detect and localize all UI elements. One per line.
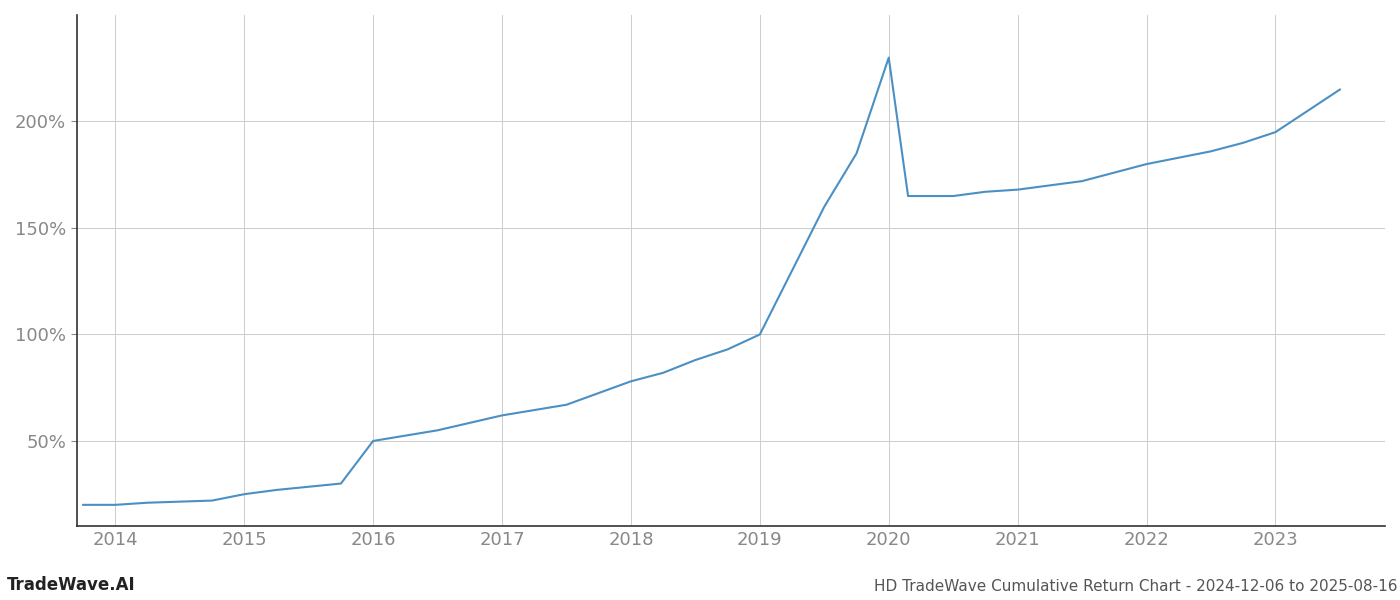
Text: TradeWave.AI: TradeWave.AI [7, 576, 136, 594]
Text: HD TradeWave Cumulative Return Chart - 2024-12-06 to 2025-08-16: HD TradeWave Cumulative Return Chart - 2… [874, 579, 1397, 594]
